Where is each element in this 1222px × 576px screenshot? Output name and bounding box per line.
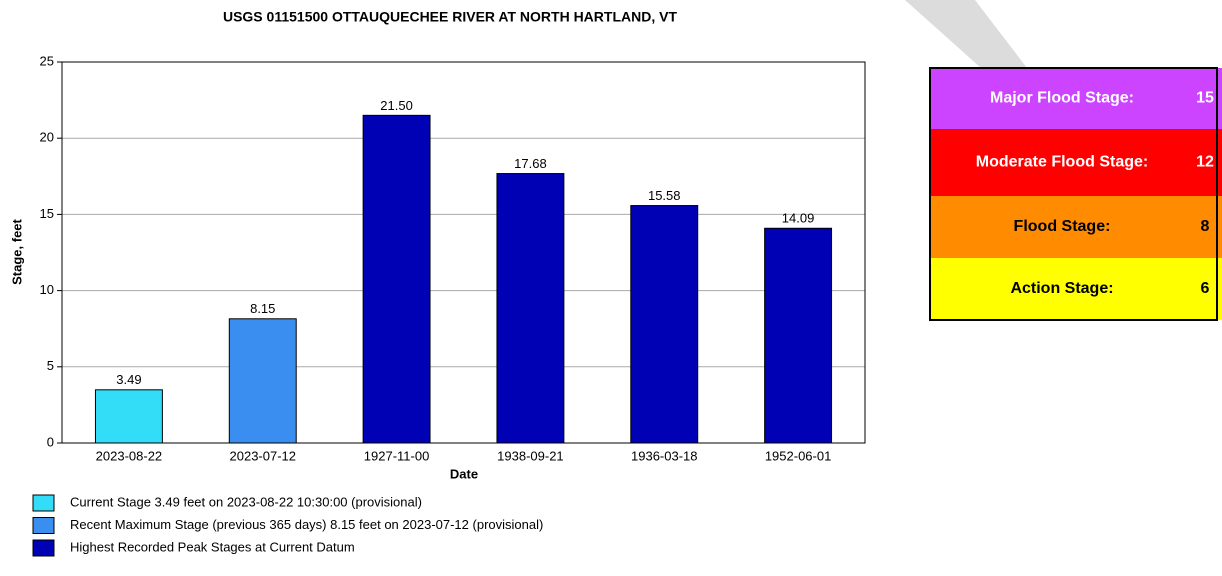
flood-value: 12 xyxy=(1196,154,1214,171)
y-tick-label: 10 xyxy=(40,282,54,297)
legend-label: Current Stage 3.49 feet on 2023-08-22 10… xyxy=(70,494,422,509)
bar xyxy=(764,227,833,444)
flood-row xyxy=(930,258,1222,320)
bar xyxy=(630,205,699,444)
data-label: 14.09 xyxy=(782,211,815,226)
x-axis-label: Date xyxy=(450,466,478,481)
bar xyxy=(362,114,431,444)
legend-swatch xyxy=(32,517,55,534)
chart-title: USGS 01151500 OTTAUQUECHEE RIVER AT NORT… xyxy=(223,9,677,25)
data-label: 15.58 xyxy=(648,188,681,203)
flood-frame xyxy=(929,67,1218,321)
y-tick-label: 20 xyxy=(40,130,54,145)
bar xyxy=(228,318,297,444)
legend-label: Recent Maximum Stage (previous 365 days)… xyxy=(70,517,543,532)
flood-label: Flood Stage: xyxy=(1014,218,1111,235)
x-tick-label: 1952-06-01 xyxy=(765,448,832,463)
data-label: 17.68 xyxy=(514,156,547,171)
flood-label: Major Flood Stage: xyxy=(990,90,1134,107)
legend-swatch xyxy=(32,539,55,557)
data-label: 21.50 xyxy=(380,98,413,113)
x-tick-label: 2023-07-12 xyxy=(230,448,297,463)
flood-label: Moderate Flood Stage: xyxy=(976,154,1148,171)
x-tick-label: 1936-03-18 xyxy=(631,448,698,463)
plot-frame xyxy=(61,61,866,444)
bar xyxy=(496,173,565,444)
data-label: 8.15 xyxy=(250,301,275,316)
y-axis-label: Stage, feet xyxy=(9,218,24,284)
flood-row xyxy=(930,196,1222,258)
flood-row xyxy=(930,129,1222,196)
flood-label: Action Stage: xyxy=(1010,280,1113,297)
y-tick-label: 0 xyxy=(47,434,54,449)
legend-swatch xyxy=(32,494,55,512)
x-tick-label: 2023-08-22 xyxy=(96,448,163,463)
flood-row xyxy=(930,68,1222,129)
legend-label: Highest Recorded Peak Stages at Current … xyxy=(70,539,355,554)
x-tick-label: 1927-11-00 xyxy=(364,448,430,463)
y-tick-label: 5 xyxy=(47,358,54,373)
flood-value: 8 xyxy=(1201,218,1210,235)
banner xyxy=(905,0,1040,85)
x-tick-label: 1938-09-21 xyxy=(497,448,564,463)
data-label: 3.49 xyxy=(116,372,141,387)
bar xyxy=(94,389,163,444)
flood-value: 15 xyxy=(1196,90,1214,107)
flood-value: 6 xyxy=(1201,280,1210,297)
y-tick-label: 25 xyxy=(40,53,54,68)
y-tick-label: 15 xyxy=(40,206,54,221)
